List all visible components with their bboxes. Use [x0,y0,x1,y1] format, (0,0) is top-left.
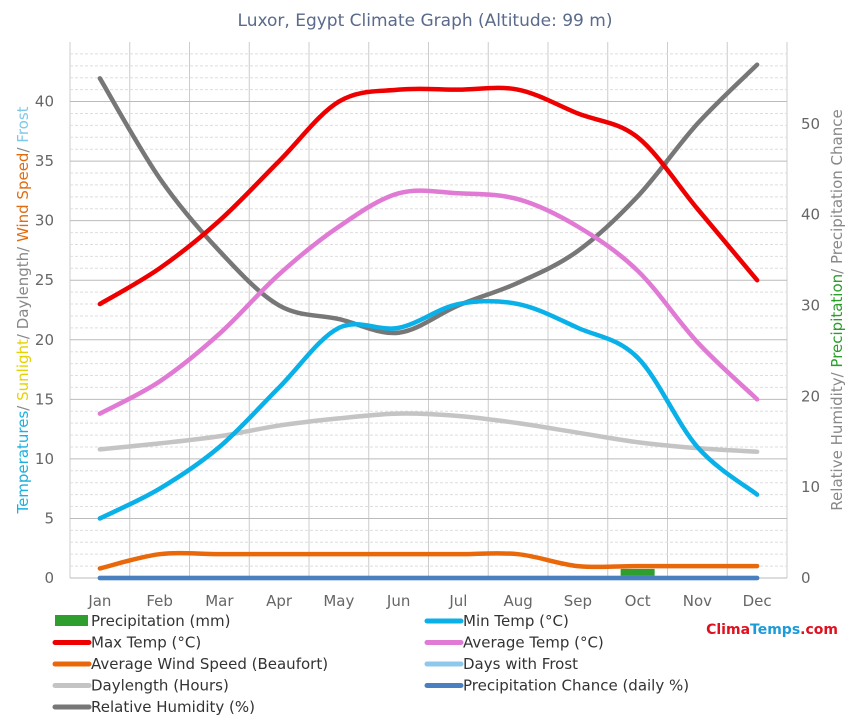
left-tick-label: 40 [35,93,54,111]
axis-title-part: / Precipitation Chance [828,109,846,274]
x-tick-label: Sep [564,592,592,610]
x-tick-label: Nov [683,592,712,610]
brand-part3: .com [800,622,838,638]
series-line-daylength-hours [97,411,760,454]
left-tick-label: 15 [35,390,54,408]
series-line-average-wind-speed-beaufort [97,550,760,571]
x-tick-label: Apr [266,592,293,610]
left-tick-label: 25 [35,271,54,289]
left-axis-ticks: 0 5 10 15 20 25 30 35 40 [35,93,54,587]
legend-label-precipitation-chance-daily: Precipitation Chance (daily %) [463,677,689,695]
x-tick-label: Dec [743,592,772,610]
climatemps-logo[interactable]: ClimaTemps.com [706,622,838,638]
legend-label-average-temp-c: Average Temp (°C) [463,634,604,652]
right-tick-label: 20 [801,387,820,405]
left-tick-label: 5 [44,509,54,527]
legend-label-min-temp-c: Min Temp (°C) [463,612,569,630]
grid [69,42,788,579]
precipitation-bars [620,568,655,578]
right-axis-ticks: 0 10 20 30 40 50 [801,115,820,587]
right-axis-title: Relative Humidity/ Precipitation/ Precip… [828,109,846,510]
left-tick-label: 0 [44,569,54,587]
left-tick-label: 30 [35,212,54,230]
x-tick-label: Jun [386,592,410,610]
legend-swatch-precipitation-mm [55,615,88,626]
series-line-min-temp-c [97,298,760,521]
right-tick-label: 0 [801,569,811,587]
legend-label-daylength-hours: Daylength (Hours) [91,677,229,695]
series-line-relative-humidity [97,62,760,336]
right-tick-label: 40 [801,206,820,224]
x-axis-ticks: Jan Feb Mar Apr May Jun Jul Aug Sep Oct Nov Dec [87,592,771,610]
axis-title-part: / Daylength/ [14,242,32,339]
x-tick-label: May [323,592,354,610]
legend-label-average-wind-speed-beaufort: Average Wind Speed (Beaufort) [91,655,328,673]
legend-label-relative-humidity: Relative Humidity (%) [91,698,255,716]
left-tick-label: 35 [35,152,54,170]
chart-title: Luxor, Egypt Climate Graph (Altitude: 99… [238,11,613,31]
right-tick-label: 50 [801,115,820,133]
left-tick-label: 10 [35,450,54,468]
x-tick-label: Jul [448,592,467,610]
right-tick-label: 10 [801,478,820,496]
x-tick-label: Mar [205,592,234,610]
brand-part2: Temps [750,622,800,638]
series-line-max-temp-c [97,85,760,307]
axis-title-part: Sunlight [14,339,32,401]
axis-title-part: Wind Speed [14,153,32,243]
series-line-average-temp-c [97,188,760,416]
x-tick-label: Feb [146,592,173,610]
precipitation-bar [620,568,655,578]
axis-title-part: / [14,143,32,153]
right-tick-label: 30 [801,296,820,314]
axis-title-part: Temperatures [14,411,32,515]
left-tick-label: 20 [35,331,54,349]
axis-title-part: Relative Humidity/ [828,368,846,511]
legend-label-max-temp-c: Max Temp (°C) [91,634,201,652]
legend: Precipitation (mm) Min Temp (°C) Max Temp … [52,612,689,716]
x-tick-label: Aug [503,592,532,610]
axis-title-part: Frost [14,106,32,142]
brand-part1: Clima [706,622,750,638]
axis-title-part: / [14,401,32,411]
x-tick-label: Oct [625,592,651,610]
series-lines [97,62,760,581]
left-axis-title: Temperatures/ Sunlight/ Daylength/ Wind … [14,106,32,514]
axis-title-part: Precipitation [828,274,846,368]
legend-label-days-with-frost: Days with Frost [463,655,578,673]
legend-label-precipitation-mm: Precipitation (mm) [91,612,230,630]
x-tick-label: Jan [87,592,111,610]
